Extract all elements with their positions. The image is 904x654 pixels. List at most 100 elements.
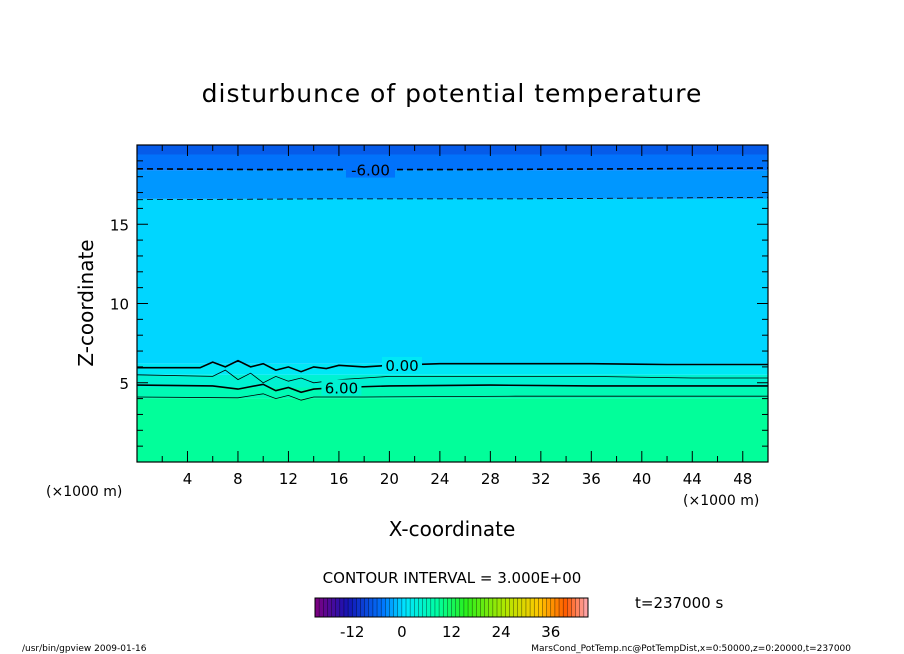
colorbar-cell (323, 598, 328, 617)
y-tick-label: 15 (110, 216, 129, 234)
y-tick-label: 10 (110, 296, 129, 314)
colorbar-cell (463, 598, 469, 617)
colorbar-cell (501, 598, 506, 617)
x-tick-label: 16 (329, 470, 348, 488)
colorbar-cell (468, 598, 473, 617)
colorbar-cell (327, 598, 332, 617)
x-tick-label: 28 (481, 470, 500, 488)
colorbar-cell (575, 598, 581, 617)
colorbar-cell (447, 598, 452, 617)
plot-area: -6.000.006.00 4 8 12 16 20 24 28 32 36 40 44 48 510… (110, 144, 769, 488)
colorbar-cell (364, 598, 370, 617)
colorbar-cell (480, 598, 485, 617)
colorbar-cell (389, 598, 394, 617)
colorbar-cell (497, 598, 502, 617)
colorbar-cell (368, 598, 374, 617)
field-band-6 (137, 154, 768, 171)
colorbar-cell (319, 598, 324, 617)
colorbar-cell (488, 598, 494, 617)
colorbar-cell (401, 598, 407, 617)
colorbar-cell (410, 598, 415, 617)
colorbar-cell (377, 598, 382, 617)
colorbar-cell (406, 598, 411, 617)
contour-line-5 (137, 393, 768, 401)
x-axis-label: X-coordinate (389, 517, 516, 541)
contour-line-2 (137, 359, 768, 373)
contour-label-bg-0 (345, 161, 395, 178)
x-tick-label: 32 (531, 470, 550, 488)
colorbar-cell (430, 598, 436, 617)
contour-label-bg-4 (321, 379, 362, 396)
x-tick-label: 12 (279, 470, 298, 488)
x-tick-label: 20 (380, 470, 399, 488)
colorbar-cell (534, 598, 539, 617)
colorbar-cell (422, 598, 427, 617)
colorbar-cell (521, 598, 527, 617)
colorbar-cell (559, 598, 564, 617)
field-band-3 (137, 363, 768, 375)
y-tick-label: 5 (119, 375, 129, 393)
colorbar-cell (348, 598, 353, 617)
x-tick-label: 48 (733, 470, 752, 488)
colorbar-cell (476, 598, 481, 617)
contour-labels: -6.00 0.00 6.00 (321, 161, 423, 397)
colorbar-tick-label: 12 (442, 623, 461, 641)
colorbar-cell (352, 598, 357, 617)
colorbar-cell (525, 598, 531, 617)
colorbar-cell (356, 598, 361, 617)
colorbar-cell (484, 598, 490, 617)
field-band-1 (137, 387, 768, 399)
colorbar-tick-label: 36 (541, 623, 560, 641)
x-unit-label-right: (×1000 m) (683, 493, 759, 509)
colorbar-cell (339, 598, 345, 617)
contour-interval-text: CONTOUR INTERVAL = 3.000E+00 (323, 569, 582, 587)
colorbar-tick-label: 0 (397, 623, 407, 641)
chart-title: disturbunce of potential temperature (202, 79, 703, 108)
colorbar-cell (509, 598, 514, 617)
contour-line-4 (137, 383, 768, 394)
contour-label-0: -6.00 (351, 162, 390, 180)
colorbar-cell (542, 598, 547, 617)
colorbar-cell (492, 598, 498, 617)
colorbar-cell (360, 598, 365, 617)
colorbar-cell (538, 598, 543, 617)
colorbar-cell (567, 598, 572, 617)
field-band-7 (137, 145, 768, 155)
field-band-4 (137, 198, 768, 364)
x-tick-label: 24 (430, 470, 449, 488)
x-tick-label: 4 (183, 470, 193, 488)
colorbar-ticks: -12 0 12 24 36 (340, 623, 560, 641)
colorbar-cell (439, 598, 444, 617)
colorbar-cell (443, 598, 448, 617)
y-ticks: 5 10 15 (110, 160, 768, 447)
colorbar-cell (513, 598, 518, 617)
colorbar (314, 597, 589, 618)
x-ticks: 4 8 12 16 20 24 28 32 36 40 44 48 (161, 145, 752, 488)
contour-label-4: 6.00 (325, 379, 358, 397)
contour-line-0 (137, 167, 768, 171)
contour-label-bg-2 (382, 356, 423, 373)
colorbar-cell (397, 598, 403, 617)
colorbar-cell (455, 598, 461, 617)
field-band-0 (137, 398, 768, 462)
contour-lines (137, 167, 768, 401)
colorbar-cell (546, 598, 552, 617)
colorbar-cell (343, 598, 349, 617)
colorbar-cell (434, 598, 440, 617)
colorbar-cell (583, 598, 589, 617)
contour-line-3 (137, 369, 768, 384)
colorbar-cell (372, 598, 378, 617)
x-unit-label-left: (×1000 m) (46, 484, 122, 500)
colorbar-frame (314, 597, 589, 618)
colorbar-cell (315, 598, 320, 617)
colorbar-cell (414, 598, 419, 617)
x-tick-label: 40 (632, 470, 651, 488)
colorbar-cell (530, 598, 535, 617)
colorbar-cell (459, 598, 465, 617)
colorbar-cell (331, 598, 336, 617)
colorbar-cell (381, 598, 386, 617)
field-band-5 (137, 170, 768, 199)
x-tick-label: 44 (683, 470, 702, 488)
colorbar-cell (335, 598, 341, 617)
footer-left: /usr/bin/gpview 2009-01-16 (22, 644, 147, 654)
